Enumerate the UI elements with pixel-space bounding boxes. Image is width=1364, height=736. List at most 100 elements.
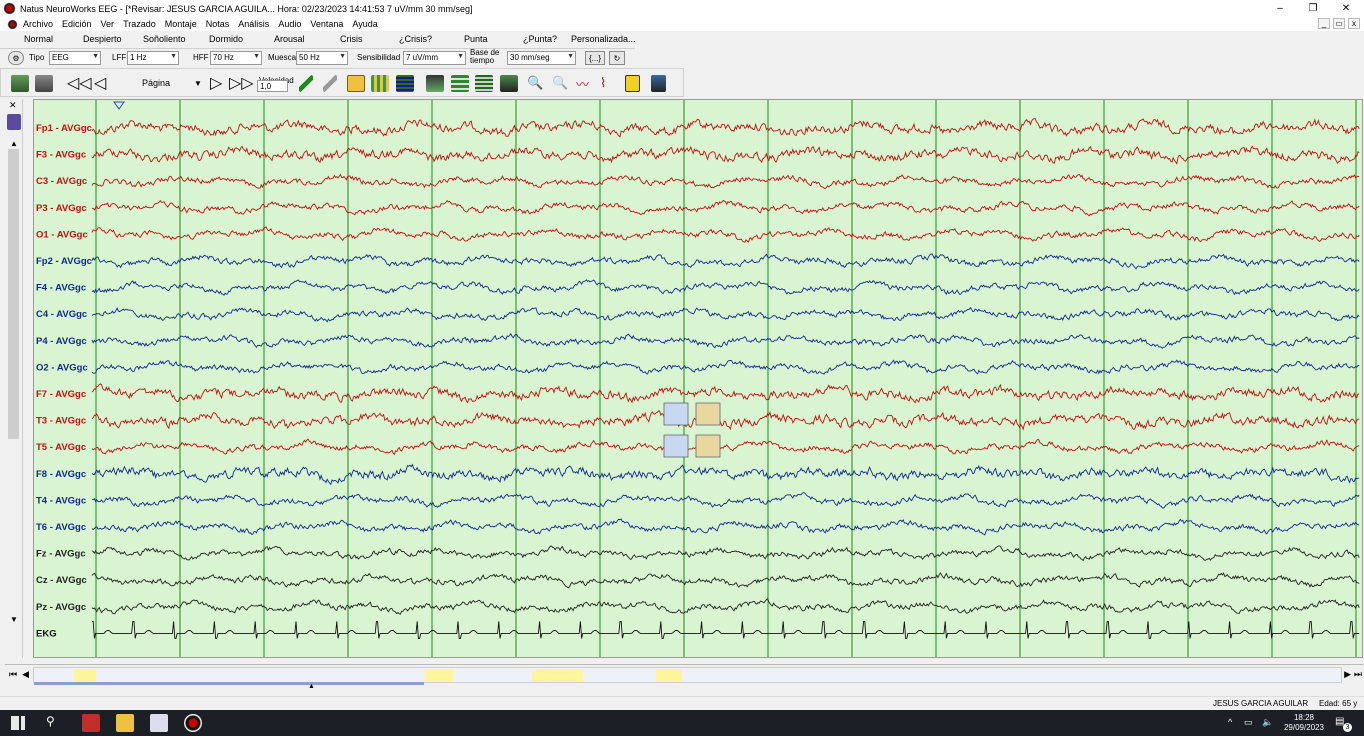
volume-icon[interactable]: 🔈 (1262, 717, 1274, 727)
channel-label[interactable]: O1 - AVGgc (36, 229, 88, 240)
event-arousal-button[interactable]: Arousal (274, 34, 305, 44)
channel-label[interactable]: Fp1 - AVGgc (36, 123, 92, 134)
user-view-icon[interactable] (426, 73, 444, 93)
timeline-event-marker[interactable] (74, 669, 96, 682)
network-icon[interactable]: ▭ (1244, 717, 1253, 727)
scroll-down-icon[interactable]: ▼ (10, 615, 18, 624)
marker-icon[interactable] (299, 73, 313, 93)
menu-ventana[interactable]: Ventana (310, 19, 344, 29)
floating-analysis-icon[interactable] (663, 402, 689, 426)
timeline-event-marker[interactable] (425, 669, 453, 682)
waveform-icon[interactable]: 〰 (576, 76, 590, 92)
page-dropdown-icon[interactable]: ▼ (194, 78, 202, 88)
channel-label[interactable]: Fp2 - AVGgc (36, 256, 92, 267)
event-personalizada-button[interactable]: Personalizada... (571, 34, 636, 44)
menu-analisis[interactable]: Análisis (238, 19, 270, 29)
close-panel-icon[interactable]: ✕ (9, 100, 17, 110)
menu-edicion[interactable]: Edición (62, 19, 92, 29)
windows-start-icon[interactable] (11, 716, 25, 730)
file-explorer-icon[interactable] (116, 714, 134, 732)
minimize-button[interactable]: – (1277, 3, 1283, 14)
channel-label[interactable]: Pz - AVGgc (36, 602, 86, 613)
channel-label[interactable]: F3 - AVGgc (36, 150, 86, 161)
eeg-trace-area[interactable]: Fp1 - AVGgc F3 - AVGgc C3 - AVGgc P3 - AVGg… (33, 99, 1363, 658)
speed-input[interactable]: 1,0 (257, 80, 288, 92)
channel-label[interactable]: T4 - AVGgc (36, 495, 86, 506)
channel-label[interactable]: T5 - AVGgc (36, 442, 86, 453)
channel-label[interactable]: F8 - AVGgc (36, 469, 86, 480)
back-arrow-icon[interactable] (7, 114, 21, 130)
event-crisis-button[interactable]: Crisis (340, 34, 363, 44)
tray-chevron-up-icon[interactable]: ^ (1228, 717, 1233, 727)
sensibilidad-select[interactable]: 7 uV/mm ▼ (403, 51, 466, 65)
lff-select[interactable]: 1 Hz ▼ (127, 51, 179, 65)
event-sonoliento-button[interactable]: Soñoliento (143, 34, 186, 44)
vertical-scrollbar-thumb[interactable] (8, 149, 19, 439)
step-forward-icon[interactable]: ▷ (210, 75, 223, 92)
spike-icon[interactable]: ⌇ (600, 75, 607, 90)
child-minimize-button[interactable]: _ (1318, 18, 1330, 29)
step-back-icon[interactable]: ◁ (94, 75, 107, 92)
channel-label[interactable]: P4 - AVGgc (36, 336, 87, 347)
taskbar-clock[interactable]: 18:28 29/09/2023 (1284, 713, 1324, 733)
event-crisis-question-button[interactable]: ¿Crisis? (399, 34, 432, 44)
zoom-in-icon[interactable]: 🔍 (527, 75, 544, 90)
go-start-icon[interactable]: ⏮ (9, 669, 18, 679)
event-dormido-button[interactable]: Dormido (209, 34, 244, 44)
brace-button[interactable]: {...} (585, 51, 605, 65)
child-restore-button[interactable]: ▭ (1333, 18, 1345, 29)
time-cursor-marker[interactable] (113, 101, 125, 110)
channel-label[interactable]: T6 - AVGgc (36, 522, 86, 533)
channel-label[interactable]: Fz - AVGgc (36, 549, 86, 560)
channel-label[interactable]: T3 - AVGgc (36, 416, 86, 427)
people-icon[interactable] (371, 73, 389, 93)
channel-label[interactable]: C4 - AVGgc (36, 309, 87, 320)
tipo-select[interactable]: EEG ▼ (49, 51, 101, 65)
pointer-icon[interactable] (625, 73, 640, 93)
channel-label[interactable]: F4 - AVGgc (36, 283, 86, 294)
filter-icon[interactable] (323, 73, 337, 93)
muesca-select[interactable]: 50 Hz ▼ (296, 51, 348, 65)
rewind-double-icon[interactable]: ◁◁ (67, 75, 92, 92)
channel-label[interactable]: EKG (36, 628, 57, 639)
forward-double-icon[interactable]: ▷▷ (229, 75, 254, 92)
event-punta-button[interactable]: Punta (464, 34, 488, 44)
zoom-out-icon[interactable]: 🔍 (552, 75, 569, 90)
montage-edit-icon[interactable] (347, 73, 365, 93)
document-menu-icon[interactable] (7, 18, 18, 30)
recording-timeline[interactable]: ▲ (33, 667, 1342, 690)
notifications-icon[interactable]: ▤ (1335, 716, 1345, 727)
timeline-event-marker[interactable] (656, 669, 682, 682)
chart-view-icon[interactable] (451, 73, 469, 93)
taskbar-app-icon[interactable] (82, 714, 100, 732)
channel-label[interactable]: O2 - AVGgc (36, 362, 88, 373)
floating-analysis-icon[interactable] (663, 434, 689, 458)
timeline-next-icon[interactable]: ▶ (1344, 669, 1351, 679)
menu-ayuda[interactable]: Ayuda (352, 19, 378, 29)
event-normal-button[interactable]: Normal (24, 34, 54, 44)
go-end-icon[interactable]: ⏭ (1353, 669, 1362, 679)
menu-ver[interactable]: Ver (100, 19, 115, 29)
channel-label[interactable]: Cz - AVGgc (36, 575, 87, 586)
channel-label[interactable]: C3 - AVGgc (36, 176, 87, 187)
event-despierto-button[interactable]: Despierto (83, 34, 122, 44)
child-close-button[interactable]: x (1348, 18, 1360, 29)
search-icon[interactable]: ⚲ (46, 714, 55, 728)
spectrum-icon[interactable] (475, 73, 493, 93)
hff-select[interactable]: 70 Hz ▼ (210, 51, 262, 65)
taskbar-document-icon[interactable] (150, 714, 168, 732)
notes-icon[interactable] (500, 73, 518, 93)
capture-icon[interactable] (35, 73, 53, 93)
channel-label[interactable]: F7 - AVGgc (36, 389, 86, 400)
refresh-icon[interactable]: ↻ (609, 51, 625, 65)
gear-icon[interactable]: ⚙ (8, 51, 24, 65)
natus-taskbar-icon[interactable] (184, 714, 202, 732)
maximize-button[interactable]: ❐ (1308, 3, 1318, 14)
monitor-icon[interactable] (651, 73, 666, 93)
timeline-event-marker[interactable] (532, 669, 583, 682)
left-scroll-strip[interactable]: ✕ ▲ ▼ (5, 99, 23, 658)
menu-trazado[interactable]: Trazado (123, 19, 156, 29)
close-button[interactable]: ✕ (1341, 3, 1351, 14)
menu-montaje[interactable]: Montaje (164, 19, 197, 29)
floating-analysis-icon[interactable] (695, 402, 721, 426)
